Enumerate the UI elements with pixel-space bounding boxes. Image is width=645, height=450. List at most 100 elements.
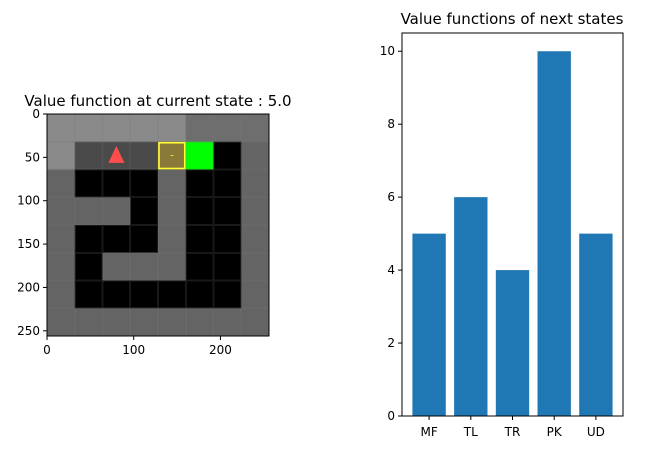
grid-cell xyxy=(158,169,187,198)
grid-cell-border xyxy=(185,197,214,225)
grid-cell-border xyxy=(74,141,103,170)
grid-cell xyxy=(47,252,76,281)
grid-cell xyxy=(47,114,76,143)
grid-cell-border xyxy=(74,225,103,253)
bar-mf xyxy=(412,233,446,416)
grid-cell xyxy=(74,252,103,281)
bar-y-ticks: 0 2 4 6 8 10 xyxy=(380,44,402,423)
grid-cell xyxy=(241,252,270,281)
grid-cell xyxy=(241,169,270,198)
grid-cell xyxy=(158,141,187,170)
bar-x-tick-label: TR xyxy=(504,425,521,439)
bar-series xyxy=(412,51,613,416)
grid-cells xyxy=(47,114,270,337)
bar-x-tick-label: TL xyxy=(463,425,478,439)
grid-cell xyxy=(241,197,270,226)
grid-y-tick-label: 50 xyxy=(25,150,40,164)
highlight-cell-frame xyxy=(158,141,186,170)
bar-x-ticks: MF TL TR PK UD xyxy=(420,416,605,439)
grid-cell xyxy=(130,308,159,337)
grid-cell xyxy=(74,197,103,226)
grid-cell-border xyxy=(158,197,186,225)
highlight-cell-mark: - xyxy=(170,151,174,162)
grid-cell xyxy=(102,114,131,143)
grid-cell xyxy=(158,197,187,226)
grid-cell xyxy=(213,141,242,170)
grid-cell-border xyxy=(185,252,214,281)
grid-cell xyxy=(213,197,242,226)
grid-x-tick-label: 100 xyxy=(122,343,145,357)
grid-cell xyxy=(213,225,242,254)
grid-cell xyxy=(74,225,103,254)
grid-cell-border xyxy=(102,252,131,281)
grid-cell xyxy=(102,280,131,309)
grid-cell xyxy=(102,252,131,281)
agent-triangle-icon xyxy=(108,146,125,163)
grid-cell-border xyxy=(158,280,186,309)
grid-cell xyxy=(185,280,214,309)
grid-cell xyxy=(185,197,214,226)
grid-cell xyxy=(158,252,187,281)
grid-cell xyxy=(158,308,187,337)
grid-cell-border xyxy=(74,197,103,225)
grid-cell xyxy=(213,252,242,281)
grid-cell-border xyxy=(185,280,214,309)
grid-cell xyxy=(241,280,270,309)
grid-cell xyxy=(74,280,103,309)
grid-cell-border xyxy=(130,141,158,170)
grid-cell xyxy=(47,225,76,254)
grid-cell-border xyxy=(130,225,158,253)
grid-cell-border xyxy=(130,280,158,309)
grid-cell xyxy=(47,280,76,309)
grid-cell-border xyxy=(130,252,158,281)
bar-tr xyxy=(495,270,530,416)
grid-cell xyxy=(74,114,103,143)
grid-cell-border xyxy=(213,280,242,309)
grid-cell xyxy=(130,225,159,254)
bar-pk xyxy=(537,51,571,416)
grid-cell xyxy=(130,114,159,143)
grid-cell xyxy=(241,225,270,254)
bar-chart-title: Value functions of next states xyxy=(401,10,624,28)
grid-cell xyxy=(102,169,131,198)
grid-cell-border xyxy=(185,169,214,198)
grid-cell xyxy=(47,169,76,198)
grid-cell xyxy=(47,197,76,226)
grid-cell-border xyxy=(213,197,242,225)
grid-cell-border xyxy=(74,280,103,309)
grid-cell xyxy=(241,141,270,170)
grid-y-tick-label: 100 xyxy=(17,194,40,208)
grid-cell xyxy=(185,308,214,337)
grid-world-title: Value function at current state : 5.0 xyxy=(24,92,291,110)
grid-cell xyxy=(47,308,76,337)
grid-cell xyxy=(213,280,242,309)
grid-world-panel: Value function at current state : 5.0 - … xyxy=(17,92,291,357)
grid-cell xyxy=(102,225,131,254)
grid-cell xyxy=(74,169,103,198)
grid-cell xyxy=(185,225,214,254)
grid-cell xyxy=(158,280,187,309)
grid-cell xyxy=(185,252,214,281)
grid-cell-border xyxy=(102,141,131,170)
grid-cell-border xyxy=(102,169,131,198)
bar-tl xyxy=(454,197,488,416)
grid-cell xyxy=(241,114,270,143)
bar-y-tick-label: 0 xyxy=(387,409,395,423)
grid-cell-border xyxy=(102,225,131,253)
grid-x-tick-label: 0 xyxy=(43,343,51,357)
bar-y-tick-label: 6 xyxy=(387,190,395,204)
grid-y-tick-label: 250 xyxy=(17,324,40,338)
grid-cell xyxy=(158,225,187,254)
grid-cell-border xyxy=(213,169,242,198)
grid-cell-border xyxy=(74,169,103,198)
grid-cell xyxy=(185,169,214,198)
grid-x-ticks: 0 100 200 xyxy=(43,336,232,357)
grid-overlay: - xyxy=(108,141,186,170)
bar-x-tick-label: MF xyxy=(420,425,437,439)
grid-cell-border xyxy=(158,225,186,253)
bar-y-tick-label: 10 xyxy=(380,44,395,58)
grid-cell-border xyxy=(213,252,242,281)
grid-cell xyxy=(130,141,159,170)
grid-cell xyxy=(213,308,242,337)
